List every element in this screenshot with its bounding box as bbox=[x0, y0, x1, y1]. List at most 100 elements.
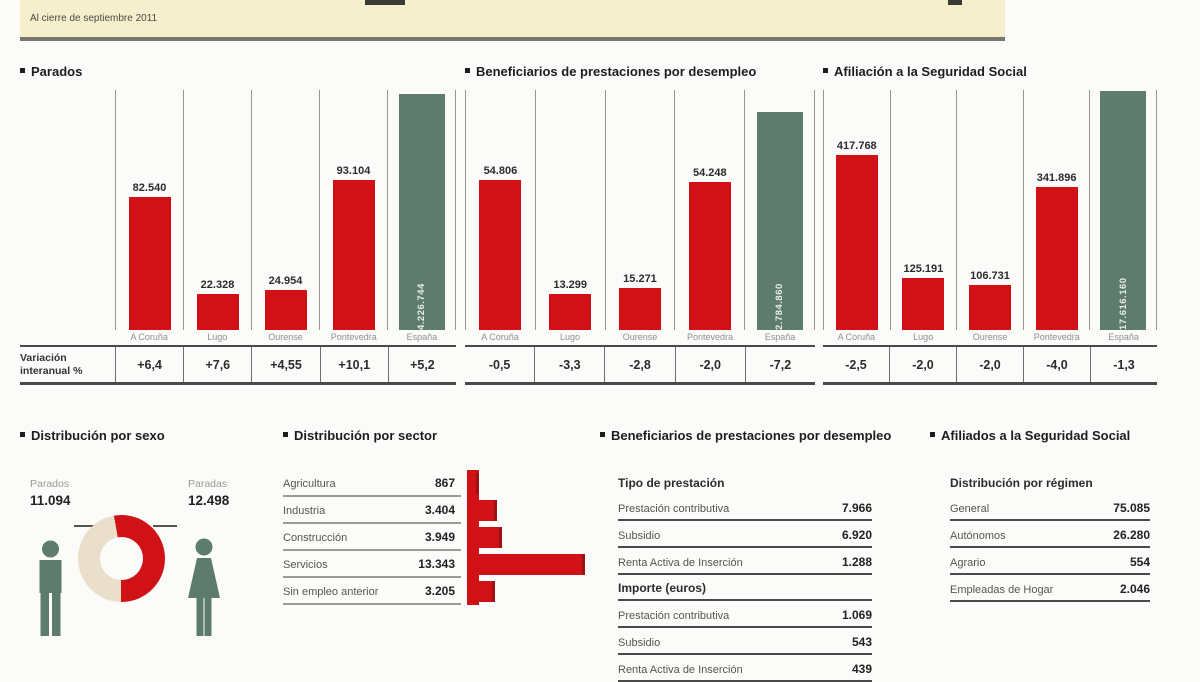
row-value: 1.069 bbox=[841, 608, 872, 622]
bar-value-vertical: 4.226.744 bbox=[416, 283, 427, 330]
variation-value: -2,0 bbox=[889, 347, 956, 382]
bar-value: 341.896 bbox=[1036, 172, 1077, 184]
category-label: Ourense bbox=[268, 332, 303, 342]
section-title: Beneficiarios de prestaciones por desemp… bbox=[465, 64, 815, 90]
section-title-text: Afiliados a la Seguridad Social bbox=[941, 428, 1131, 443]
section-title-text: Parados bbox=[31, 64, 83, 79]
variation-value: -1,3 bbox=[1090, 347, 1157, 382]
chart-column: 54.248 bbox=[674, 90, 744, 330]
province-bar bbox=[1035, 187, 1078, 330]
table-row: Empleadas de Hogar 2.046 bbox=[950, 575, 1150, 602]
pointer-line bbox=[74, 525, 100, 527]
table-row: Autónomos 26.280 bbox=[950, 521, 1150, 548]
table-row: Subsidio 6.920 bbox=[618, 521, 872, 548]
province-bar bbox=[968, 285, 1011, 330]
table-subheader: Importe (euros) bbox=[618, 575, 872, 601]
bar-value: 54.248 bbox=[692, 167, 727, 179]
bullet-icon bbox=[20, 432, 25, 437]
bar-value: 93.104 bbox=[336, 165, 371, 177]
variation-value: -3,3 bbox=[534, 347, 604, 382]
sector-label: Sin empleo anterior bbox=[283, 586, 379, 598]
bullet-icon bbox=[283, 432, 288, 437]
category-label: Lugo bbox=[559, 332, 581, 342]
bar-value: 417.768 bbox=[836, 140, 877, 152]
row-label: Prestación contributiva bbox=[618, 610, 730, 622]
province-bar bbox=[332, 180, 375, 330]
bar-plot-parados: 82.540 22.328 24.954 93.104 4.226.744 bbox=[115, 90, 456, 330]
variation-value: -2,0 bbox=[674, 347, 745, 382]
chart-column: 82.540 bbox=[115, 90, 183, 330]
section-title: Afiliación a la Seguridad Social bbox=[823, 64, 1157, 90]
chart-column: 54.806 bbox=[465, 90, 535, 330]
table-row: Subsidio 543 bbox=[618, 628, 872, 655]
province-bar bbox=[835, 155, 878, 330]
sector-label: Servicios bbox=[283, 559, 328, 571]
panel-parados: Parados 82.540 22.328 24.954 93.104 4.226.74… bbox=[20, 64, 456, 385]
row-value: 2.046 bbox=[1119, 582, 1150, 596]
chart-column: 106.731 bbox=[956, 90, 1023, 330]
province-bar bbox=[196, 294, 239, 330]
category-labels: A Coruña Lugo Ourense Pontevedra España bbox=[115, 330, 456, 345]
sector-row: Sin empleo anterior 3.205 bbox=[283, 578, 495, 605]
sector-bar bbox=[467, 527, 502, 548]
section-title-text: Beneficiarios de prestaciones por desemp… bbox=[476, 64, 757, 79]
bar-value: 106.731 bbox=[970, 270, 1010, 282]
variation-value: +6,4 bbox=[115, 347, 183, 382]
male-value: 11.094 bbox=[30, 493, 71, 508]
section-beneficiarios-detalle: Beneficiarios de prestaciones por desemp… bbox=[600, 428, 920, 682]
chart-column: 22.328 bbox=[183, 90, 251, 330]
woman-icon bbox=[188, 538, 220, 636]
table-row: General 75.085 bbox=[950, 494, 1150, 521]
row-value: 543 bbox=[851, 635, 872, 649]
row-value: 26.280 bbox=[1113, 528, 1150, 542]
variation-row: -0,5 -3,3 -2,8 -2,0 -7,2 bbox=[465, 345, 815, 385]
row-label: Autónomos bbox=[950, 530, 1006, 542]
panel-afiliacion: Afiliación a la Seguridad Social 417.768… bbox=[823, 64, 1157, 385]
province-bar bbox=[902, 278, 945, 330]
sector-bar-list: Agricultura 867 Industria 3.404 Construcción… bbox=[283, 470, 595, 605]
row-label: Subsidio bbox=[618, 637, 661, 649]
sector-label: Agricultura bbox=[283, 478, 336, 490]
bar-plot-beneficiarios: 54.806 13.299 15.271 54.248 2.784.860 bbox=[465, 90, 815, 330]
sector-bar bbox=[467, 500, 497, 521]
variation-value: -2,8 bbox=[604, 347, 674, 382]
table-row: Prestación contributiva 1.069 bbox=[618, 601, 872, 628]
category-label: Lugo bbox=[913, 332, 934, 342]
section-title-text: Distribución por sexo bbox=[31, 428, 165, 443]
section-title-text: Distribución por sector bbox=[294, 428, 438, 443]
espana-total-bar: 2.784.860 bbox=[756, 112, 803, 330]
bar-value: 54.806 bbox=[483, 165, 518, 177]
category-label: Ourense bbox=[972, 332, 1008, 342]
bar-value: 24.954 bbox=[268, 275, 303, 287]
sector-bar bbox=[467, 554, 585, 575]
cut-off-title-fragment bbox=[948, 0, 962, 5]
row-label: Empleadas de Hogar bbox=[950, 584, 1054, 596]
category-label: Pontevedra bbox=[330, 332, 377, 342]
section-distribucion-sector: Distribución por sector Agricultura 867 In… bbox=[283, 428, 595, 605]
chart-column: 17.616.160 bbox=[1089, 90, 1157, 330]
sector-label: Construcción bbox=[283, 532, 348, 544]
sector-row: Servicios 13.343 bbox=[283, 551, 585, 578]
sector-value: 3.205 bbox=[424, 584, 455, 598]
category-labels: A Coruña Lugo Ourense Pontevedra España bbox=[465, 330, 815, 345]
variation-row: Variación interanual % +6,4 +7,6 +4,55 +10,1… bbox=[20, 345, 456, 385]
bar-plot-afiliacion: 417.768 125.191 106.731 341.896 17.616.160 bbox=[823, 90, 1157, 330]
chart-column: 24.954 bbox=[251, 90, 319, 330]
sector-value: 3.404 bbox=[424, 503, 455, 517]
category-label: A Coruña bbox=[481, 332, 519, 342]
table-row: Agrario 554 bbox=[950, 548, 1150, 575]
variation-value: +4,55 bbox=[251, 347, 319, 382]
bar-value: 125.191 bbox=[903, 263, 944, 275]
bar-value: 15.271 bbox=[623, 273, 657, 285]
section-afiliados-detalle: Afiliados a la Seguridad Social Distribu… bbox=[930, 428, 1192, 602]
bullet-icon bbox=[600, 432, 605, 437]
bar-value: 22.328 bbox=[200, 279, 235, 291]
table-row: Prestación contributiva 7.966 bbox=[618, 494, 872, 521]
benefits-table: Tipo de prestación Prestación contributiv… bbox=[618, 468, 872, 682]
bullet-icon bbox=[930, 432, 935, 437]
category-label: Ourense bbox=[622, 332, 658, 342]
category-label: Pontevedra bbox=[1033, 332, 1080, 342]
province-bar bbox=[688, 182, 731, 330]
bar-value: 13.299 bbox=[553, 279, 588, 291]
bar-value-vertical: 17.616.160 bbox=[1117, 277, 1129, 330]
